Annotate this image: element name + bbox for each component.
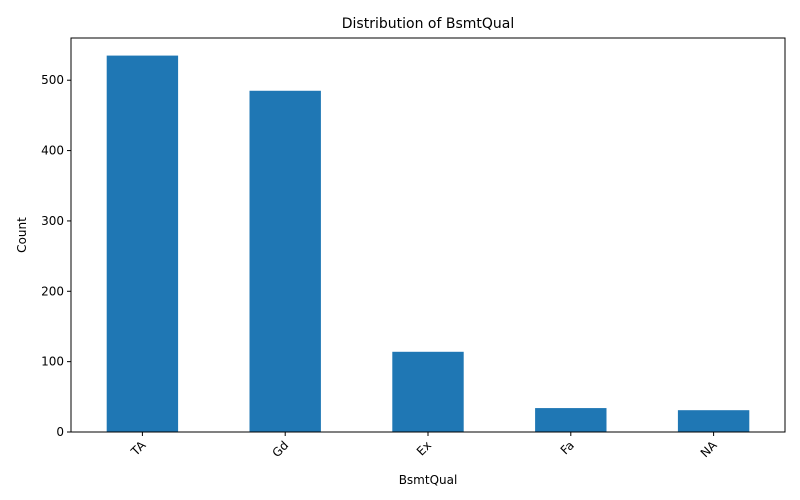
x-tick-label: NA <box>698 438 721 461</box>
bar-na <box>677 410 750 432</box>
y-axis-label: Count <box>15 217 29 253</box>
x-axis: TA Gd Ex Fa NA <box>128 432 721 461</box>
y-tick-label: 300 <box>41 214 64 228</box>
y-tick-label: 0 <box>56 425 64 439</box>
bars-group <box>106 55 750 433</box>
x-tick-label: Ex <box>414 438 434 458</box>
bar-fa <box>535 408 607 432</box>
x-axis-label: BsmtQual <box>399 473 458 487</box>
chart-title: Distribution of BsmtQual <box>342 16 514 32</box>
bar-ex <box>392 351 464 432</box>
y-tick-label: 200 <box>41 284 64 298</box>
plot-frame <box>70 37 786 433</box>
x-tick-label: Fa <box>558 438 577 457</box>
x-tick-label: Gd <box>269 438 291 460</box>
y-tick-label: 400 <box>41 144 64 158</box>
bar-ta <box>106 55 179 432</box>
y-axis: 0 100 200 300 400 500 <box>41 73 71 439</box>
x-tick-label: TA <box>128 438 149 459</box>
y-tick-label: 500 <box>41 73 64 87</box>
y-tick-label: 100 <box>41 355 64 369</box>
bar-gd <box>249 90 321 433</box>
